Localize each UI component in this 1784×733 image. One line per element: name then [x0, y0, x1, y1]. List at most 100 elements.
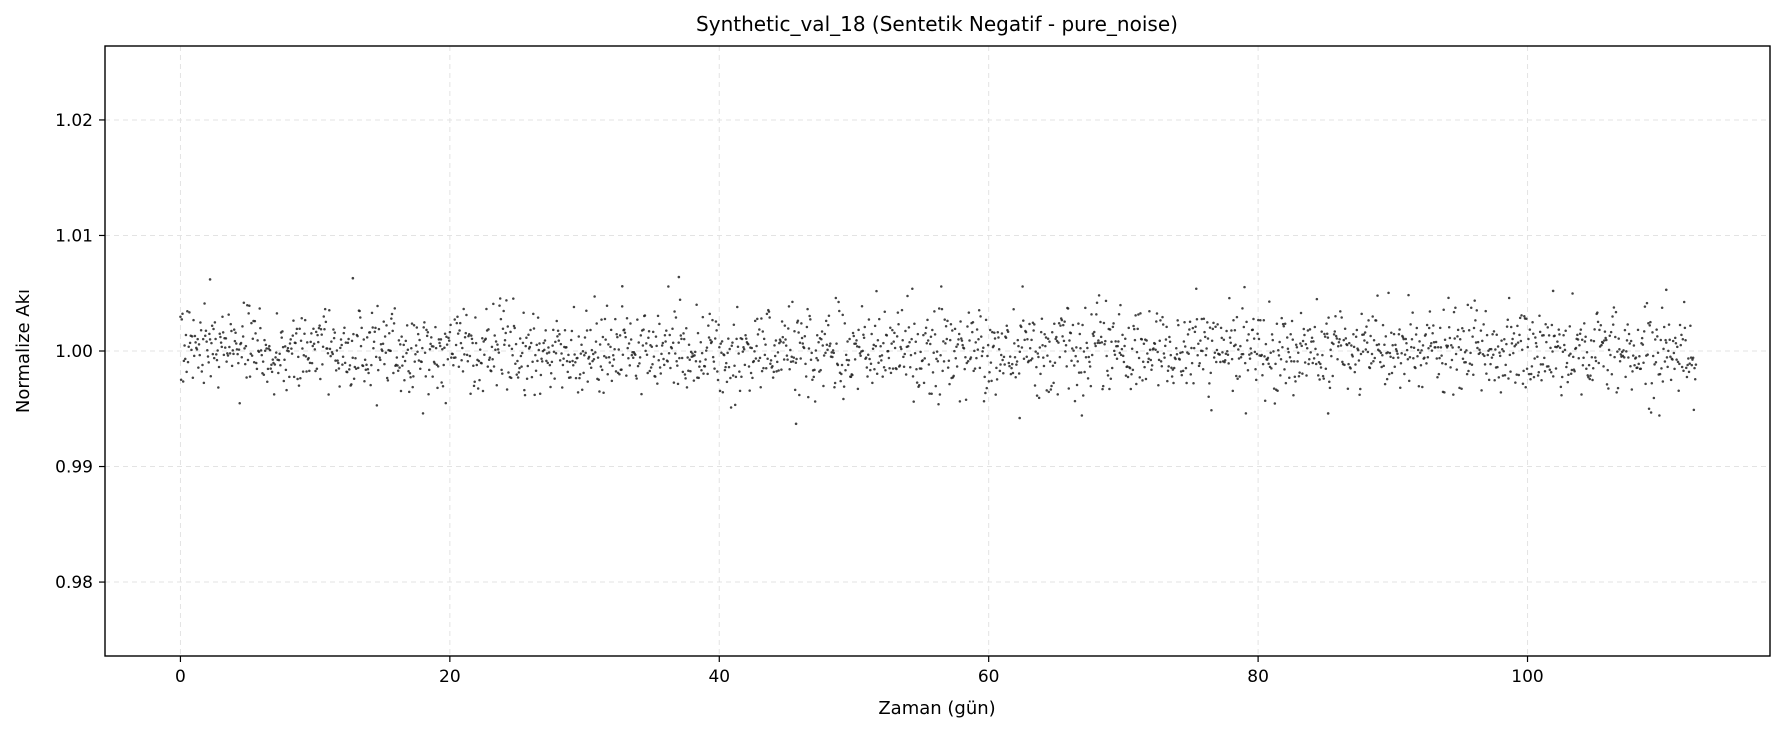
- data-point: [474, 316, 477, 319]
- data-point: [669, 366, 672, 370]
- x-tick-label: 0: [175, 667, 186, 687]
- data-point: [1220, 336, 1224, 340]
- data-point: [646, 371, 649, 375]
- data-point: [492, 365, 496, 368]
- data-point: [1048, 340, 1051, 343]
- data-point: [1588, 377, 1592, 381]
- data-point: [662, 363, 666, 367]
- data-point: [904, 329, 907, 333]
- data-point: [778, 338, 782, 341]
- data-point: [536, 359, 539, 363]
- data-point: [1615, 391, 1618, 394]
- data-point: [399, 343, 402, 346]
- data-point: [757, 359, 760, 362]
- data-point: [1592, 339, 1596, 343]
- data-point: [416, 350, 419, 354]
- data-point: [1517, 373, 1521, 377]
- data-point: [1438, 356, 1441, 360]
- data-point: [321, 363, 324, 366]
- data-point: [248, 375, 252, 378]
- data-point: [947, 359, 951, 362]
- data-point: [1616, 350, 1619, 353]
- data-point: [1414, 366, 1417, 370]
- data-point: [496, 348, 500, 351]
- data-point: [689, 370, 692, 373]
- data-point: [1489, 347, 1493, 351]
- data-point: [356, 366, 360, 370]
- data-point: [1630, 388, 1634, 391]
- data-point: [291, 334, 295, 337]
- data-point: [579, 352, 583, 355]
- data-point: [1545, 340, 1548, 344]
- data-point: [717, 323, 720, 327]
- data-point: [1362, 333, 1365, 336]
- data-point: [1468, 362, 1472, 365]
- data-point: [755, 344, 758, 348]
- data-point: [1352, 345, 1356, 349]
- data-point: [1065, 365, 1068, 368]
- data-point: [1542, 334, 1545, 337]
- data-point: [1017, 344, 1020, 348]
- data-point: [1049, 388, 1053, 391]
- data-point: [467, 332, 471, 336]
- data-point: [207, 361, 210, 364]
- data-point: [922, 333, 925, 337]
- data-point: [799, 357, 802, 360]
- data-point: [620, 368, 623, 371]
- data-point: [196, 337, 199, 341]
- data-point: [1192, 346, 1196, 350]
- data-point: [185, 370, 188, 374]
- data-point: [1020, 346, 1024, 349]
- data-point: [1554, 367, 1558, 370]
- data-point: [660, 352, 663, 356]
- data-point: [503, 338, 507, 342]
- data-point: [725, 380, 729, 384]
- data-point: [1035, 394, 1039, 397]
- data-point: [1447, 296, 1450, 300]
- data-point: [560, 386, 564, 389]
- data-point: [277, 358, 281, 362]
- data-point: [1580, 393, 1583, 396]
- data-point: [682, 337, 686, 341]
- data-point: [200, 370, 204, 373]
- data-point: [951, 329, 954, 332]
- data-point: [649, 366, 653, 369]
- data-point: [449, 323, 452, 327]
- data-point: [933, 333, 937, 336]
- data-point: [1416, 354, 1419, 358]
- data-point: [1527, 372, 1531, 376]
- data-point: [816, 359, 820, 362]
- data-point: [1316, 353, 1319, 356]
- data-point: [316, 333, 319, 337]
- data-point: [212, 327, 215, 331]
- data-point: [921, 359, 924, 362]
- data-point: [874, 344, 878, 348]
- data-point: [808, 314, 811, 318]
- data-point: [1097, 294, 1101, 297]
- data-point: [305, 341, 309, 344]
- data-point: [1076, 360, 1079, 363]
- data-point: [1036, 352, 1040, 355]
- data-point: [1216, 323, 1219, 326]
- data-point: [421, 412, 425, 415]
- data-point: [777, 369, 780, 372]
- data-point: [618, 334, 622, 337]
- data-point: [292, 375, 296, 379]
- data-point: [997, 336, 1000, 339]
- data-point: [1501, 348, 1504, 351]
- data-point: [464, 331, 467, 335]
- data-point: [447, 339, 451, 342]
- data-point: [1605, 383, 1609, 386]
- data-point: [1391, 343, 1394, 347]
- data-point: [188, 311, 191, 314]
- data-point: [272, 393, 276, 396]
- data-point: [923, 357, 926, 360]
- data-point: [1561, 350, 1565, 353]
- data-point: [1505, 342, 1508, 346]
- data-point: [1174, 357, 1177, 361]
- data-point: [1484, 309, 1487, 313]
- data-point: [1187, 352, 1190, 356]
- data-point: [822, 384, 825, 388]
- data-point: [1580, 338, 1584, 342]
- data-point: [1643, 305, 1647, 308]
